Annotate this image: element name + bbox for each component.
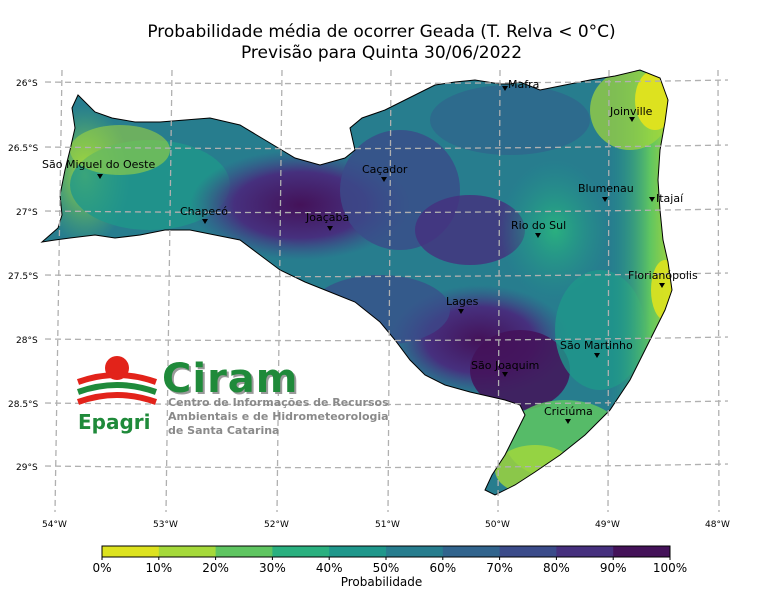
logo-subtitle-line: de Santa Catarina (168, 424, 280, 437)
colorbar-swatch (442, 546, 501, 557)
city-label: Itajaí (656, 192, 684, 205)
epagri-logo-mark (76, 356, 158, 405)
colorbar-tick-label: 90% (599, 561, 627, 575)
colorbar-tick-label: 60% (429, 561, 457, 575)
lat-label: 26°S (16, 79, 38, 89)
logo-subtitle-line: Ambientais e de Hidrometeorologia (168, 410, 389, 423)
city-label: Blumenau (578, 182, 634, 195)
lon-label: 49°W (595, 520, 620, 530)
city-label: Mafra (508, 78, 539, 91)
colorbar-tick-label: 100% (652, 561, 688, 575)
city-label: Joinville (609, 105, 653, 118)
colorbar-tick-label: 40% (315, 561, 343, 575)
city-label: Florianópolis (628, 269, 698, 282)
map-title-line1: Probabilidade média de ocorrer Geada (T.… (147, 22, 616, 42)
colorbar-swatch (386, 546, 444, 557)
colorbar-swatch (215, 546, 273, 557)
probability-field (42, 70, 672, 495)
colorbar-tick-label: 10% (145, 561, 173, 575)
colorbar-tick-label: 30% (259, 561, 286, 575)
colorbar-swatch (329, 546, 387, 557)
lon-label: 48°W (705, 520, 730, 530)
city-label: São Joaquim (471, 359, 539, 372)
city-label: São Martinho (560, 339, 633, 352)
graticule (44, 69, 729, 513)
lat-label: 29°S (16, 463, 38, 473)
colorbar-swatch (158, 546, 217, 557)
city-label: Criciúma (544, 405, 593, 418)
city-label: Chapecó (180, 205, 228, 218)
logo-subtitle-line: Centro de Informações de Recursos (168, 396, 389, 409)
lon-label: 54°W (42, 520, 67, 530)
city-label: São Miguel do Oeste (42, 158, 155, 171)
city-label: Caçador (362, 163, 408, 176)
city-markers: Mafra Joinville São Miguel do Oeste Caça… (42, 78, 698, 424)
ciram-logo-text: Ciram (162, 356, 299, 402)
lon-label: 50°W (485, 520, 510, 530)
city-label: Joaçaba (305, 211, 349, 224)
colorbar-swatch (499, 546, 557, 557)
colorbar-tick-label: 70% (486, 561, 513, 575)
lon-label: 53°W (153, 520, 178, 530)
lat-label: 28°S (16, 336, 38, 346)
lon-label: 51°W (375, 520, 400, 530)
lat-label: 27°S (16, 208, 38, 218)
colorbar-label: Probabilidade (340, 575, 423, 589)
colorbar (101, 545, 671, 560)
epagri-logo-text: Epagri (78, 410, 151, 434)
city-label: Rio do Sul (511, 219, 566, 232)
colorbar-swatch (102, 546, 160, 557)
colorbar-swatch (272, 546, 330, 557)
lat-label: 27.5°S (8, 272, 39, 282)
colorbar-tick-label: 0% (92, 561, 112, 575)
lon-label: 52°W (264, 520, 289, 530)
colorbar-tick-label: 80% (543, 561, 570, 575)
lat-label: 26.5°S (8, 144, 39, 154)
colorbar-swatch (556, 546, 614, 557)
colorbar-tick-label: 50% (372, 561, 400, 575)
map-title-line2: Previsão para Quinta 30/06/2022 (240, 43, 523, 63)
lat-label: 28.5°S (8, 400, 39, 410)
colorbar-swatch (613, 546, 671, 557)
city-label: Lages (446, 295, 479, 308)
colorbar-tick-label: 20% (202, 561, 229, 575)
